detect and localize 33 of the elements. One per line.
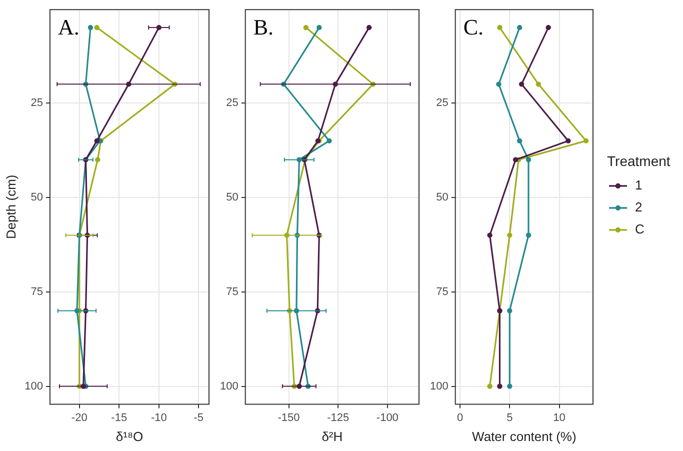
y-tick-label: 50 [226, 191, 238, 204]
x-tick-label: 0 [456, 412, 464, 424]
y-tick-label: 75 [226, 286, 238, 298]
y-tick-label: 25 [30, 97, 43, 110]
x-tick-label: -150 [278, 412, 300, 424]
y-axis-title: Depth (cm) [3, 174, 18, 240]
y-tick-label: 50 [30, 191, 43, 204]
x-tick-label: -10 [150, 412, 167, 424]
annotation: A. [58, 14, 80, 40]
x-tick-label: -15 [111, 412, 128, 424]
legend-label: C [635, 221, 644, 236]
x-tick-label: -20 [71, 412, 88, 424]
legend-label: 2 [635, 199, 642, 214]
x-tick-label: 10 [553, 412, 566, 424]
y-tick-label: 75 [30, 286, 43, 298]
x-tick-label: 5 [506, 412, 513, 424]
x-tick-label: -100 [376, 412, 398, 424]
x-tick-label: -125 [327, 412, 350, 424]
annotation: B. [253, 14, 274, 40]
y-tick-label: 100 [24, 380, 43, 392]
x-axis-title: δ¹⁸O [116, 428, 144, 444]
x-axis-title: δ²H [322, 428, 343, 444]
y-tick-label: 25 [226, 97, 238, 110]
y-tick-label: 100 [220, 380, 238, 392]
annotation: C. [463, 14, 484, 40]
y-tick-label: 100 [430, 380, 448, 392]
x-axis-title: Water content (%) [472, 428, 576, 444]
y-tick-label: 75 [436, 286, 448, 298]
legend-title: Treatment [607, 152, 670, 169]
y-tick-label: 50 [436, 191, 448, 204]
y-tick-label: 25 [436, 97, 448, 110]
legend-label: 1 [635, 177, 642, 192]
x-tick-label: -5 [194, 412, 204, 424]
